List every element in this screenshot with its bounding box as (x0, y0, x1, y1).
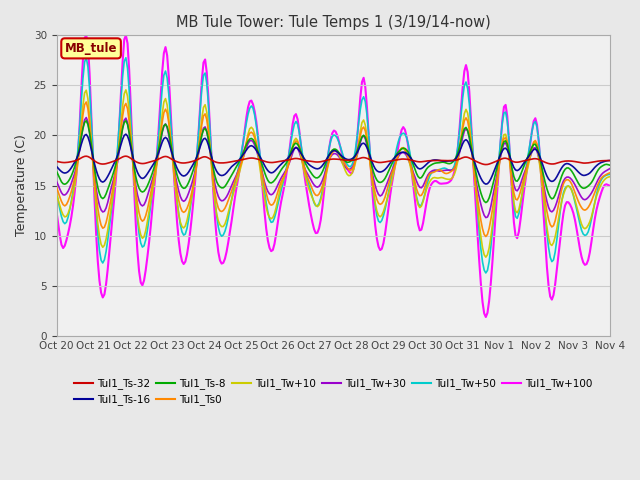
Legend: Tul1_Ts-32, Tul1_Ts-16, Tul1_Ts-8, Tul1_Ts0, Tul1_Tw+10, Tul1_Tw+30, Tul1_Tw+50,: Tul1_Ts-32, Tul1_Ts-16, Tul1_Ts-8, Tul1_… (70, 374, 596, 409)
Y-axis label: Temperature (C): Temperature (C) (15, 134, 28, 237)
Title: MB Tule Tower: Tule Temps 1 (3/19/14-now): MB Tule Tower: Tule Temps 1 (3/19/14-now… (176, 15, 490, 30)
Text: MB_tule: MB_tule (65, 42, 117, 55)
